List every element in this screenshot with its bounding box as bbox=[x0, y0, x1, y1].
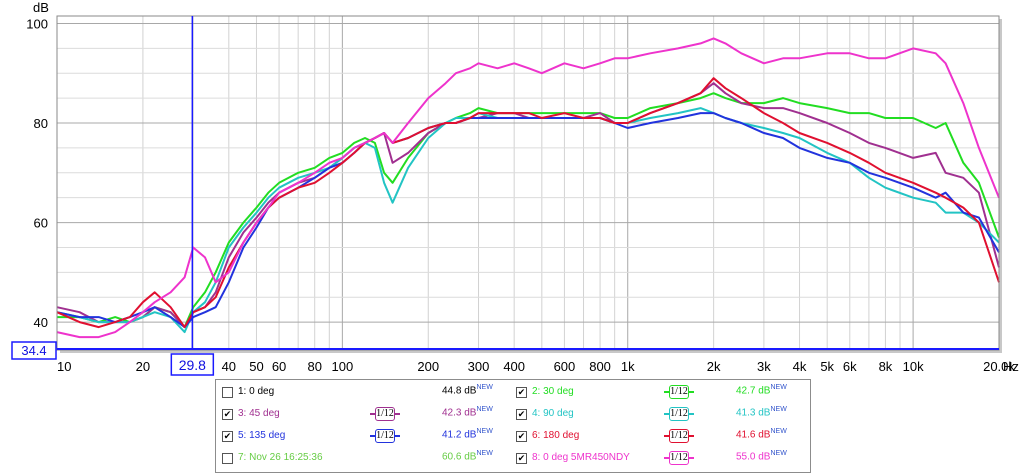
x-tick-label: 800 bbox=[589, 359, 611, 374]
y-tick-label: 100 bbox=[26, 16, 48, 31]
new-badge: NEW bbox=[770, 406, 787, 413]
legend-checkbox[interactable]: ✔ bbox=[516, 431, 527, 442]
cursor-x-box bbox=[170, 353, 215, 376]
x-tick-label: 600 bbox=[554, 359, 576, 374]
chart-tick-labels: 10 20 40 50 60 80 100 200 300 400 600 800 1k 2k 3k 4k 5k… bbox=[26, 0, 1019, 374]
legend-label[interactable]: 7: Nov 26 16:25:36 bbox=[238, 452, 323, 463]
new-badge: NEW bbox=[770, 384, 787, 391]
x-tick-label: 50 bbox=[249, 359, 263, 374]
new-badge: NEW bbox=[476, 384, 493, 391]
cursor-x-label: 29.8 bbox=[179, 357, 206, 373]
x-tick-label: 5k bbox=[820, 359, 834, 374]
legend-level: 44.8 dBNEW bbox=[442, 384, 493, 397]
x-tick-label: 3k bbox=[757, 359, 771, 374]
legend-label[interactable]: 4: 90 deg bbox=[532, 408, 574, 419]
legend-checkbox[interactable]: ✔ bbox=[222, 409, 233, 420]
legend-label[interactable]: 1: 0 deg bbox=[238, 386, 275, 397]
x-tick-label: 1k bbox=[621, 359, 635, 374]
new-badge: NEW bbox=[770, 428, 787, 435]
x-tick-label: 80 bbox=[307, 359, 321, 374]
chart-grid bbox=[57, 16, 1002, 353]
smoothing-indicator[interactable]: 1/12 bbox=[664, 407, 694, 421]
legend-label[interactable]: 3: 45 deg bbox=[238, 408, 280, 419]
cursor-y-label: 34.4 bbox=[21, 343, 46, 358]
chart-series-group bbox=[56, 37, 1000, 339]
x-unit-label: Hz bbox=[1003, 359, 1019, 374]
x-tick-label: 8k bbox=[879, 359, 893, 374]
legend-checkbox[interactable]: ✔ bbox=[516, 453, 527, 464]
smoothing-indicator[interactable]: 1/12 bbox=[664, 429, 694, 443]
smoothing-label: 1/12 bbox=[375, 429, 395, 443]
new-badge: NEW bbox=[476, 406, 493, 413]
smoothing-label: 1/12 bbox=[669, 429, 689, 443]
x-tick-label: 20.0k bbox=[983, 359, 1015, 374]
smoothing-indicator[interactable]: 1/12 bbox=[370, 429, 400, 443]
series-line-6 bbox=[56, 37, 1000, 339]
legend-label[interactable]: 2: 30 deg bbox=[532, 386, 574, 397]
y-tick-label: 60 bbox=[34, 216, 48, 231]
smoothing-label: 1/12 bbox=[375, 407, 395, 421]
legend-level: 41.2 dBNEW bbox=[442, 428, 493, 441]
x-tick-label: 400 bbox=[503, 359, 525, 374]
x-tick-label: 200 bbox=[417, 359, 439, 374]
series-line-1 bbox=[57, 92, 1000, 329]
new-badge: NEW bbox=[770, 450, 787, 457]
series-line-3 bbox=[56, 107, 1000, 334]
legend-level: 41.3 dBNEW bbox=[736, 406, 787, 419]
new-badge: NEW bbox=[476, 428, 493, 435]
legend-checkbox[interactable] bbox=[222, 387, 233, 398]
new-badge: NEW bbox=[476, 450, 493, 457]
chart-cursor[interactable]: 34.4 29.8 bbox=[11, 16, 999, 376]
x-tick-label: 6k bbox=[843, 359, 857, 374]
legend-level: 55.0 dBNEW bbox=[736, 450, 787, 463]
legend-checkbox[interactable] bbox=[222, 453, 233, 464]
legend-level: 60.6 dBNEW bbox=[442, 450, 493, 463]
legend-checkbox[interactable]: ✔ bbox=[516, 387, 527, 398]
legend-checkbox[interactable]: ✔ bbox=[222, 431, 233, 442]
smoothing-label: 1/12 bbox=[669, 407, 689, 421]
legend-label[interactable]: 5: 135 deg bbox=[238, 430, 286, 441]
x-tick-label: 40 bbox=[222, 359, 236, 374]
x-tick-label: 10k bbox=[903, 359, 924, 374]
legend-label[interactable]: 6: 180 deg bbox=[532, 430, 580, 441]
legend-level: 41.6 dBNEW bbox=[736, 428, 787, 441]
cursor-y-box bbox=[11, 341, 57, 360]
x-tick-label: 2k bbox=[707, 359, 721, 374]
x-tick-label: 60 bbox=[272, 359, 286, 374]
x-tick-label: 300 bbox=[468, 359, 490, 374]
frequency-response-chart[interactable]: 10 20 40 50 60 80 100 200 300 400 600 800 1k 2k 3k 4k 5k… bbox=[0, 0, 1024, 376]
legend-level: 42.7 dBNEW bbox=[736, 384, 787, 397]
x-tick-label: 100 bbox=[332, 359, 354, 374]
smoothing-indicator[interactable]: 1/12 bbox=[664, 451, 694, 465]
smoothing-label: 1/12 bbox=[669, 451, 689, 465]
legend-level: 42.3 dBNEW bbox=[442, 406, 493, 419]
y-tick-label: 40 bbox=[34, 315, 48, 330]
legend-panel: 1: 0 deg 44.8 dBNEW ✔ 2: 30 deg 1/12 42.7 dBN… bbox=[215, 379, 811, 473]
legend-checkbox[interactable]: ✔ bbox=[516, 409, 527, 420]
x-tick-label: 4k bbox=[793, 359, 807, 374]
legend-label[interactable]: 8: 0 deg 5MR450NDY bbox=[532, 452, 630, 463]
x-tick-label: 20 bbox=[136, 359, 150, 374]
smoothing-indicator[interactable]: 1/12 bbox=[664, 385, 694, 399]
y-tick-label: 80 bbox=[34, 116, 48, 131]
series-line-5 bbox=[56, 77, 1000, 329]
smoothing-indicator[interactable]: 1/12 bbox=[370, 407, 400, 421]
x-tick-label: 10 bbox=[57, 359, 71, 374]
y-unit-label: dB bbox=[33, 0, 49, 15]
smoothing-label: 1/12 bbox=[669, 385, 689, 399]
